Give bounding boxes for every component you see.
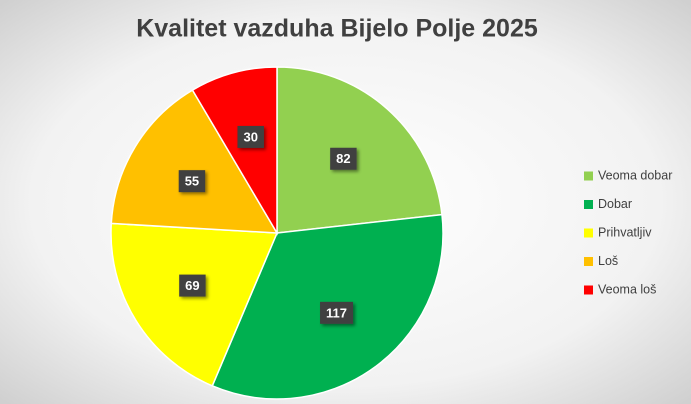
pie-slice [110,222,279,387]
data-label: 82 [330,147,357,170]
chart-title: Kvalitet vazduha Bijelo Polje 2025 [136,15,538,43]
data-label: 55 [178,170,206,193]
legend-swatch [584,285,593,295]
pie-slice [191,66,278,236]
data-label: 30 [237,125,264,148]
legend-label: Dobar [598,197,632,211]
pie [110,66,444,400]
data-label-box [330,147,357,170]
pie-slice [276,66,443,234]
data-label-text: 69 [185,278,199,293]
legend-label: Loš [598,254,618,268]
data-labels: 82 117 69 55 30 [178,125,357,324]
legend: Veoma dobar Dobar Prihvatljiv Loš Veoma loš [584,168,672,296]
data-label-text: 55 [185,174,199,189]
data-label-text: 117 [326,305,347,320]
data-label-text: 82 [336,151,350,166]
legend-swatch [584,257,593,266]
data-label: 69 [179,274,206,297]
pie-slice [110,89,279,234]
data-label-text: 30 [243,129,257,144]
legend-label: Prihvatljiv [598,225,652,239]
data-label-box [320,301,354,324]
legend-swatch [584,228,593,238]
data-label-box [237,125,264,148]
legend-swatch [584,171,593,181]
data-label-box [178,170,206,193]
legend-label: Veoma loš [598,282,656,296]
legend-label: Veoma dobar [598,168,672,182]
data-label-box [179,274,206,297]
legend-swatch [584,200,593,209]
data-label: 117 [320,301,354,324]
